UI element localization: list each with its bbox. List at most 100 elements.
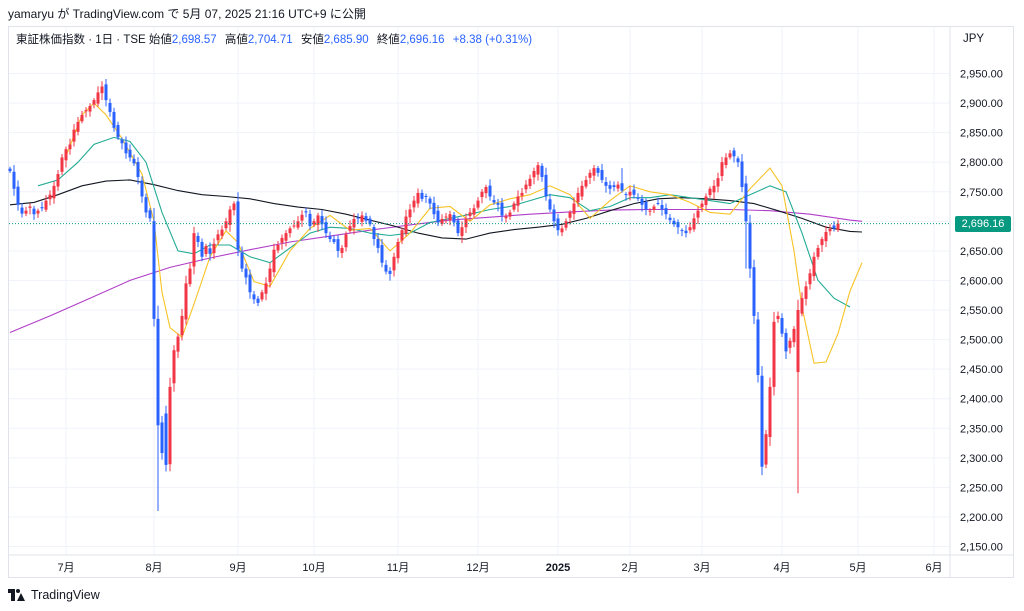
candle-body [776,315,780,319]
candle-body [8,168,12,172]
y-axis-labels[interactable]: 2,950.00 2,900.00 2,850.00 2,800.00 2,750.00… [960,69,1003,554]
x-tick-label[interactable]: 5月 [849,562,866,574]
candle-body [816,247,820,257]
x-tick-label[interactable]: 2月 [621,562,638,574]
candle-body [368,218,372,225]
y-tick-label[interactable]: 2,900.00 [960,98,1003,110]
x-tick-label[interactable]: 9月 [229,562,246,574]
candle-body [24,210,28,214]
x-tick-label[interactable]: 12月 [466,562,489,574]
y-tick-label[interactable]: 2,500.00 [960,335,1003,347]
tradingview-logo-icon [8,589,26,601]
candle-body [12,171,16,189]
last-price-tag: 2,696.16 [955,216,1011,232]
candle-body [156,318,160,426]
candle-body [264,283,268,294]
candle-body [336,239,340,251]
candle-body [40,207,44,209]
chart-frame [8,26,1014,578]
ma-line-green [37,136,851,308]
y-tick-label[interactable]: 2,850.00 [960,128,1003,140]
low-label: 安値 [300,34,324,46]
candle-body [820,239,824,246]
candle-body [788,340,792,348]
symbol-label[interactable]: 東証株価指数 · 1日 · TSE [16,34,146,46]
candle-body [56,174,60,187]
candle-body [640,198,644,205]
candle-body [200,242,204,257]
candle-body [236,201,240,250]
candle-body [16,186,20,205]
grid-lines [9,27,950,555]
candle-body [140,180,144,197]
y-tick-label[interactable]: 2,650.00 [960,246,1003,258]
candle-body [44,200,48,210]
y-tick-label[interactable]: 2,400.00 [960,394,1003,406]
candle-body [328,235,332,240]
y-tick-label[interactable]: 2,750.00 [960,187,1003,199]
y-tick-label[interactable]: 2,350.00 [960,423,1003,435]
candle-body [20,207,24,214]
candle-body [652,206,656,210]
close-value: 2,696.16 [399,34,445,46]
x-tick-label[interactable]: 7月 [57,562,74,574]
y-tick-label[interactable]: 2,450.00 [960,364,1003,376]
x-tick-label[interactable]: 8月 [145,562,162,574]
candle-body [196,235,200,243]
x-tick-label[interactable]: 10月 [302,562,325,574]
candle-body [836,223,840,230]
candle-body [172,350,176,384]
candle-body [596,168,600,173]
candle-body [536,165,540,175]
candle-body [676,222,680,228]
candle-body [296,221,300,228]
candle-body [524,184,528,190]
y-tick-label[interactable]: 2,550.00 [960,305,1003,317]
x-tick-label[interactable]: 11月 [387,562,409,574]
candle-body [680,230,684,232]
candle-body [144,197,148,213]
y-tick-label[interactable]: 2,150.00 [960,542,1003,554]
candle-body [608,185,612,189]
x-tick-label[interactable]: 3月 [693,562,710,574]
candle-body [120,139,124,144]
candle-body [288,228,292,234]
y-tick-label[interactable]: 2,600.00 [960,275,1003,287]
candle-body [216,234,220,241]
candle-body [132,158,136,164]
candle-body [484,187,488,194]
candle-body [808,273,812,285]
tradingview-brand[interactable]: TradingView [8,588,100,602]
x-tick-label[interactable]: 6月 [925,562,942,574]
y-tick-label[interactable]: 2,950.00 [960,69,1003,81]
candle-body [48,194,52,200]
candle-body [576,192,580,203]
y-tick-label[interactable]: 2,800.00 [960,157,1003,169]
high-value: 2,704.71 [247,34,293,46]
candle-body [448,214,452,221]
y-tick-label[interactable]: 2,200.00 [960,512,1003,524]
y-tick-label[interactable]: 2,250.00 [960,482,1003,494]
candle-body [612,185,616,188]
candle-body [628,191,632,196]
x-tick-label[interactable]: 4月 [773,562,790,574]
candle-body [780,318,784,334]
ma-line-black [9,179,863,240]
ohlc-legend[interactable]: 東証株価指数 · 1日 · TSE 始値2,698.57 高値2,704.71 … [16,31,532,47]
candle-body [260,292,264,300]
y-tick-label[interactable]: 2,300.00 [960,453,1003,465]
candle-body [664,208,668,215]
candle-body [656,202,660,204]
x-tick-label[interactable]: 2025 [546,562,570,574]
candle-body [772,321,776,387]
candle-body [348,226,352,231]
currency-label[interactable]: JPY [963,33,985,45]
x-axis-labels[interactable]: 7月 8月 9月 10月 11月 12月 2025 2月 3月 4月 5月 6月 [57,562,942,574]
high-label: 高値 [224,34,248,46]
candle-body [316,215,320,225]
close-label: 終値 [376,34,400,46]
candle-body [72,129,76,142]
candle-body [616,184,620,189]
candle-body [800,298,804,314]
